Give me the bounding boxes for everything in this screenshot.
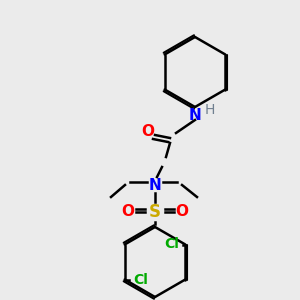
Text: H: H bbox=[205, 103, 215, 117]
Text: Cl: Cl bbox=[133, 272, 148, 286]
Text: O: O bbox=[122, 205, 134, 220]
Text: O: O bbox=[142, 124, 154, 140]
Text: S: S bbox=[149, 203, 161, 221]
Text: N: N bbox=[189, 107, 201, 122]
Text: N: N bbox=[148, 178, 161, 193]
Text: O: O bbox=[176, 205, 188, 220]
Text: Cl: Cl bbox=[164, 238, 179, 251]
